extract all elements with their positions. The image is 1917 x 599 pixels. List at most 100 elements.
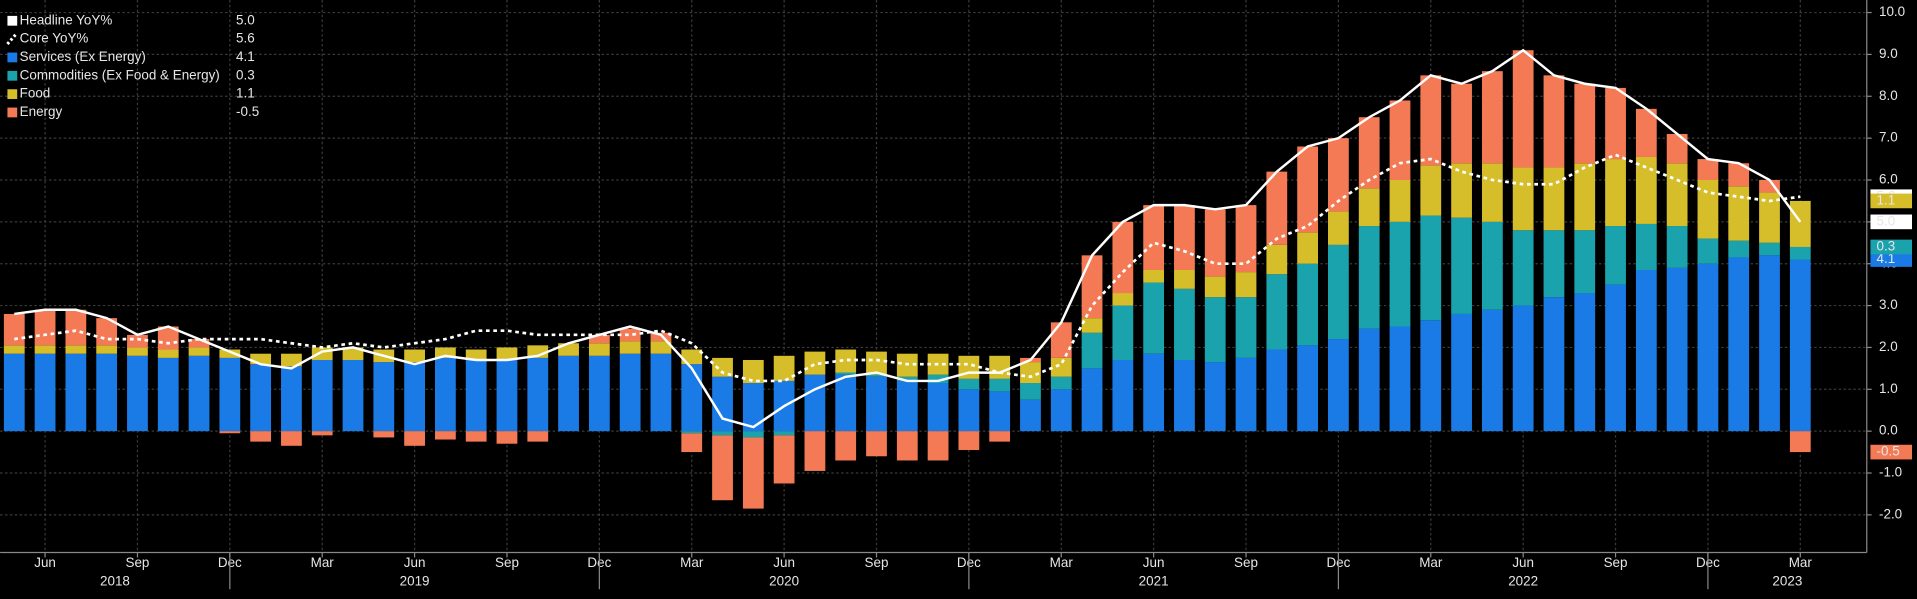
bar [1728, 240, 1750, 258]
bar [1697, 159, 1719, 180]
bar [1112, 305, 1134, 360]
bar [1759, 255, 1780, 432]
value-tag-label: 4.1 [1877, 251, 1896, 266]
bar [496, 431, 518, 444]
bar [65, 309, 87, 346]
bar [1574, 163, 1596, 231]
bar [1235, 272, 1257, 298]
bar [866, 431, 887, 457]
value-tag-label: 0.3 [1877, 239, 1896, 254]
bar [281, 353, 302, 367]
bar [373, 362, 395, 432]
value-tag [1870, 239, 1913, 255]
bar [1759, 179, 1780, 193]
value-tag [1870, 214, 1913, 230]
bar [1728, 257, 1750, 432]
bar [1543, 167, 1565, 231]
year-label: 2023 [1772, 573, 1802, 588]
bar [619, 328, 641, 342]
bar [157, 326, 179, 350]
bar [1666, 163, 1688, 227]
bar [1328, 138, 1349, 212]
bar [1081, 332, 1103, 369]
x-tick-label: Mar [1050, 555, 1074, 570]
y-tick-label: 0.0 [1879, 423, 1898, 438]
line [14, 48, 1802, 429]
bar [896, 376, 918, 381]
legend-label: Core YoY% [20, 31, 89, 46]
bar [1297, 263, 1318, 346]
bar [465, 431, 487, 442]
bar [619, 353, 641, 432]
legend-label: Commodities (Ex Food & Energy) [20, 67, 220, 82]
bar [1789, 246, 1811, 260]
bar [927, 374, 949, 384]
bar [1081, 318, 1103, 333]
bar [1574, 293, 1596, 432]
bar [1297, 146, 1318, 233]
bar [773, 435, 795, 484]
bar [527, 431, 549, 442]
x-tick-label: Mar [1789, 555, 1813, 570]
x-tick-label: Sep [865, 555, 889, 570]
bar [434, 431, 456, 440]
bar [1112, 293, 1134, 306]
bar [1481, 163, 1503, 222]
bar [1358, 188, 1380, 227]
value-tag [1870, 252, 1913, 267]
legend-value: 4.1 [236, 49, 255, 64]
bar [1759, 242, 1780, 256]
bar [1174, 359, 1195, 432]
bar [219, 349, 241, 358]
bar [281, 366, 302, 432]
bar [681, 364, 703, 432]
bar [1451, 163, 1472, 218]
bar [896, 380, 918, 432]
bar [712, 431, 733, 436]
bar [1204, 297, 1226, 363]
bar [1050, 322, 1072, 358]
bar [1789, 431, 1811, 453]
bar [588, 334, 610, 344]
x-tick-label: Jun [404, 555, 426, 570]
legend-swatch [6, 33, 18, 46]
value-tag-label: 5.0 [1877, 213, 1896, 228]
bar [188, 339, 210, 348]
bar [1574, 230, 1596, 294]
bar [989, 391, 1011, 432]
bar [1574, 83, 1596, 164]
bar [342, 347, 364, 360]
bar [496, 359, 518, 432]
bar [1358, 117, 1380, 189]
bar [588, 343, 610, 356]
legend-label: Food [20, 86, 51, 101]
bar [1605, 284, 1626, 432]
bar [496, 347, 518, 360]
bar [311, 359, 333, 432]
value-tag-label: -0.5 [1877, 444, 1900, 459]
bar [1328, 211, 1349, 245]
bar [1081, 368, 1103, 432]
bar [1235, 297, 1257, 358]
legend-label: Services (Ex Energy) [20, 49, 146, 64]
y-tick-label: 10.0 [1879, 4, 1905, 19]
bar [342, 359, 364, 432]
bar [1389, 221, 1411, 327]
bar [250, 364, 272, 432]
bar [742, 431, 764, 438]
bar [1112, 359, 1134, 432]
bar [188, 355, 210, 432]
bar [434, 357, 456, 432]
bar [835, 372, 857, 375]
bar [1789, 259, 1811, 432]
bar [804, 431, 826, 471]
legend-label: Energy [20, 104, 63, 119]
x-tick-label: Jun [1512, 555, 1534, 570]
bar [34, 309, 56, 346]
x-tick-label: Sep [1604, 555, 1628, 570]
bar [1605, 87, 1626, 160]
bar [527, 357, 549, 432]
bar [1266, 274, 1288, 350]
bar [742, 359, 764, 384]
